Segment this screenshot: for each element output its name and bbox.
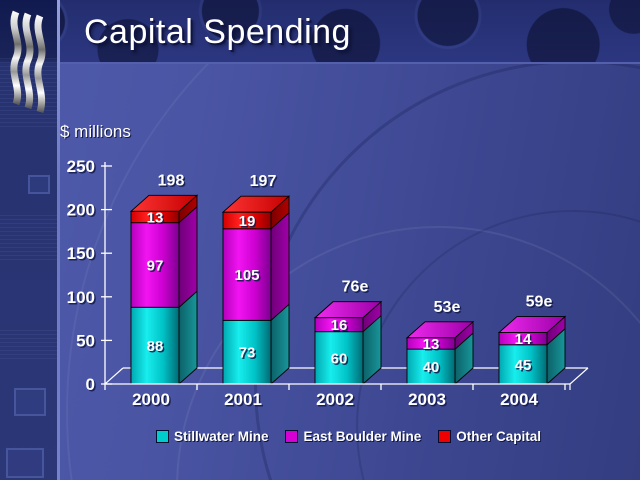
svg-text:45: 45 [515, 357, 532, 374]
capital-spending-bar-chart: 8888979713131981982000200073731051051919… [67, 157, 589, 411]
svg-text:97: 97 [147, 257, 164, 274]
svg-text:198: 198 [158, 172, 185, 189]
svg-text:2000: 2000 [132, 390, 170, 409]
svg-text:198: 198 [159, 174, 186, 191]
svg-text:2003: 2003 [408, 390, 446, 409]
legend-item-stillwater-mine: Stillwater Mine [155, 429, 269, 444]
legend-swatch-teal [155, 430, 169, 443]
svg-text:88: 88 [148, 340, 165, 357]
svg-text:13: 13 [148, 211, 165, 228]
legend-swatch-magenta [285, 430, 299, 443]
svg-text:150: 150 [67, 244, 95, 263]
svg-text:16: 16 [331, 317, 348, 334]
svg-text:2000: 2000 [134, 392, 172, 411]
svg-text:59e: 59e [526, 294, 553, 311]
svg-text:40: 40 [423, 359, 440, 376]
svg-text:2004: 2004 [502, 392, 540, 411]
svg-text:105: 105 [236, 269, 261, 286]
circuit-chip [6, 448, 44, 478]
svg-text:50: 50 [78, 333, 97, 352]
svg-text:19: 19 [240, 215, 257, 232]
svg-text:100: 100 [68, 289, 96, 308]
svg-text:200: 200 [68, 202, 96, 221]
svg-text:13: 13 [423, 336, 440, 353]
chart-legend: Stillwater Mine East Boulder Mine Other … [57, 429, 640, 444]
svg-text:88: 88 [147, 338, 164, 355]
svg-text:2002: 2002 [318, 392, 356, 411]
svg-text:14: 14 [516, 333, 533, 350]
circuit-texture [0, 330, 57, 360]
svg-text:2001: 2001 [226, 392, 264, 411]
svg-text:2003: 2003 [410, 392, 448, 411]
svg-text:100: 100 [67, 288, 95, 307]
svg-text:14: 14 [515, 331, 532, 348]
svg-text:40: 40 [424, 361, 441, 378]
legend-item-other-capital: Other Capital [438, 429, 541, 444]
svg-text:53e: 53e [434, 299, 461, 316]
circuit-texture [0, 215, 57, 261]
svg-text:16: 16 [332, 319, 349, 336]
svg-text:105: 105 [234, 267, 259, 284]
svg-text:45: 45 [516, 358, 533, 375]
svg-text:97: 97 [148, 259, 165, 276]
svg-text:60: 60 [332, 352, 349, 369]
svg-text:76e: 76e [342, 279, 369, 296]
svg-text:0: 0 [87, 377, 96, 396]
svg-text:60: 60 [331, 350, 348, 367]
svg-text:2004: 2004 [500, 390, 538, 409]
svg-text:200: 200 [67, 201, 95, 220]
svg-text:2001: 2001 [224, 390, 262, 409]
svg-text:53e: 53e [435, 300, 462, 317]
svg-text:19: 19 [239, 213, 256, 230]
svg-text:2002: 2002 [316, 390, 354, 409]
svg-text:59e: 59e [527, 295, 554, 312]
svg-text:250: 250 [67, 157, 95, 176]
slide-title: Capital Spending [84, 13, 351, 51]
legend-swatch-red [438, 430, 452, 443]
svg-text:150: 150 [68, 246, 96, 265]
circuit-chip [28, 175, 50, 194]
svg-text:73: 73 [239, 345, 256, 362]
sidebar-divider [57, 0, 60, 480]
legend-label: East Boulder Mine [303, 429, 422, 444]
axis-units-label: $ millions [60, 122, 131, 141]
svg-text:76e: 76e [343, 280, 370, 297]
svg-text:13: 13 [147, 210, 164, 227]
svg-text:73: 73 [240, 346, 257, 363]
svg-text:197: 197 [250, 173, 277, 190]
svg-text:250: 250 [68, 159, 96, 178]
svg-text:0: 0 [86, 375, 95, 394]
legend-item-east-boulder-mine: East Boulder Mine [285, 429, 421, 444]
triple-wave-logo-icon [10, 10, 46, 114]
svg-text:197: 197 [251, 175, 278, 192]
circuit-chip [14, 388, 46, 416]
svg-text:50: 50 [76, 331, 95, 350]
legend-label: Other Capital [456, 429, 542, 444]
header-band [0, 0, 640, 64]
svg-text:13: 13 [424, 337, 441, 354]
legend-label: Stillwater Mine [173, 429, 269, 444]
